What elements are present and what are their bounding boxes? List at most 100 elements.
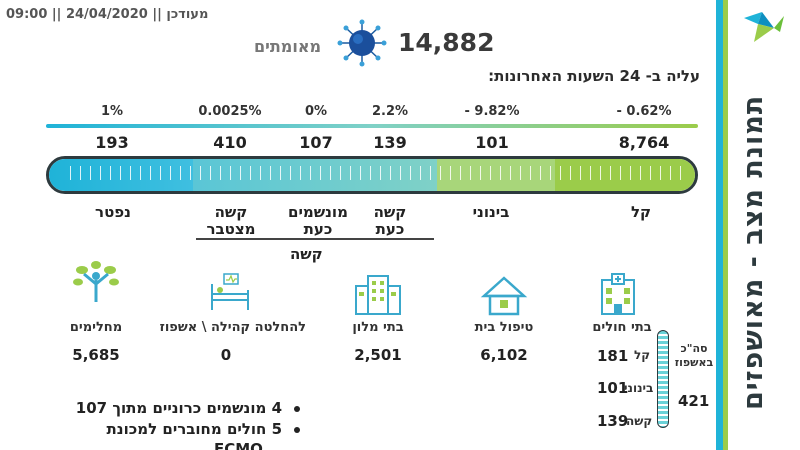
bar-tick [580, 166, 581, 180]
hospital-icon [601, 273, 635, 315]
bar-tick [530, 166, 531, 180]
breakdown-medium-value: 101 [597, 379, 629, 397]
bar-segment-light [555, 159, 695, 191]
change-severe-now: 2.2% [371, 104, 409, 119]
breakdown-light-label: קל [634, 348, 651, 362]
bar-segment-medium [437, 159, 555, 191]
bar-tick [180, 166, 181, 180]
bar-ticks [46, 156, 698, 194]
confirmed-count: 14,882 [398, 28, 495, 57]
count-light: 8,764 [618, 133, 670, 152]
bar-tick [280, 166, 281, 180]
bar-tick [650, 166, 651, 180]
bar-tick [330, 166, 331, 180]
status-bar [46, 156, 698, 194]
bullet-icon [294, 405, 300, 412]
bar-tick [130, 166, 131, 180]
ministry-logo-icon [744, 12, 784, 42]
iso-value-community: 0 [220, 346, 232, 364]
label-ventilated-now: מונשמים כעת [288, 203, 348, 238]
updated-timestamp: מעודכן || 24/04/2020 || 09:00 [6, 7, 209, 22]
bar-tick [640, 166, 641, 180]
bar-tick [560, 166, 561, 180]
bar-tick [660, 166, 661, 180]
bar-tick [260, 166, 261, 180]
bar-tick [110, 166, 111, 180]
bar-tick [160, 166, 161, 180]
iso-label-hotels: בתי מלון [352, 320, 404, 335]
bar-tick [540, 166, 541, 180]
bar-tick [570, 166, 571, 180]
count-severe-now: 139 [373, 133, 407, 152]
bar-tick [500, 166, 501, 180]
bar-tick [600, 166, 601, 180]
breakdown-total-label: סה"כ באשפוז [674, 342, 714, 369]
bar-tick [350, 166, 351, 180]
bar-tick [310, 166, 311, 180]
bar-tick [620, 166, 621, 180]
bar-tick [300, 166, 301, 180]
bar-tick [90, 166, 91, 180]
bar-tick [170, 166, 171, 180]
iso-value-hotels: 2,501 [354, 346, 402, 364]
person-tree-icon [73, 261, 119, 302]
breakdown-severe-value: 139 [597, 412, 629, 430]
bar-tick [120, 166, 121, 180]
bar-tick [230, 166, 231, 180]
count-ventilated-now: 107 [299, 133, 333, 152]
change-light: - 0.62% [616, 104, 672, 119]
note-item: 4 מונשמים כרוניים מתוך 107 [30, 398, 300, 419]
bar-tick [140, 166, 141, 180]
side-stripe-green [723, 0, 728, 450]
bar-tick [680, 166, 681, 180]
side-title: תמונת מצב - מאושפזים [738, 94, 769, 410]
iso-label-home-care: טיפול בית [474, 320, 534, 335]
bar-tick [250, 166, 251, 180]
bar-tick [630, 166, 631, 180]
bar-tick [320, 166, 321, 180]
bullet-icon [294, 426, 300, 433]
bar-tick [610, 166, 611, 180]
bar-tick [220, 166, 221, 180]
label-severe-cumulative: קשה מצטבר [206, 203, 256, 238]
bar-tick [490, 166, 491, 180]
hotel-icon [355, 275, 401, 315]
bar-tick [190, 166, 191, 180]
label-deceased: נפטר [95, 203, 131, 221]
bar-tick [100, 166, 101, 180]
bar-tick [450, 166, 451, 180]
bar-tick [80, 166, 81, 180]
count-severe-cumulative: 410 [213, 133, 247, 152]
bar-tick [520, 166, 521, 180]
change-medium: - 9.82% [464, 104, 520, 119]
bar-tick [470, 166, 471, 180]
severe-group-label: קשה [290, 245, 323, 263]
count-deceased: 193 [95, 133, 129, 152]
bar-tick [410, 166, 411, 180]
hospital-thermometer [657, 330, 669, 428]
iso-label-community: להחלטה קהילה \ אשפוז [159, 320, 306, 335]
notes-list: 4 מונשמים כרוניים מתוך 107 5 חולים מחובר… [30, 398, 300, 440]
note-item: 5 חולים מחוברים למכונת [30, 419, 300, 440]
bar-segment-severe [193, 159, 437, 191]
bar-segment-deceased [49, 159, 193, 191]
severe-group-bracket [196, 238, 434, 244]
bar-tick [240, 166, 241, 180]
house-icon [480, 276, 528, 316]
bar-tick [430, 166, 431, 180]
virus-icon [337, 19, 387, 67]
breakdown-medium-label: בינוני [624, 381, 654, 395]
change-severe-cumulative: 0.0025% [198, 104, 262, 119]
iso-value-home-care: 6,102 [480, 346, 528, 364]
bar-tick [420, 166, 421, 180]
bar-tick [360, 166, 361, 180]
bar-tick [210, 166, 211, 180]
bar-tick [370, 166, 371, 180]
label-severe-now: קשה כעת [373, 203, 407, 238]
label-light: קל [630, 203, 652, 221]
bar-tick [440, 166, 441, 180]
bar-tick [550, 166, 551, 180]
side-stripe-blue [716, 0, 723, 450]
bar-tick [590, 166, 591, 180]
note-overflow: ECMO [214, 442, 263, 450]
